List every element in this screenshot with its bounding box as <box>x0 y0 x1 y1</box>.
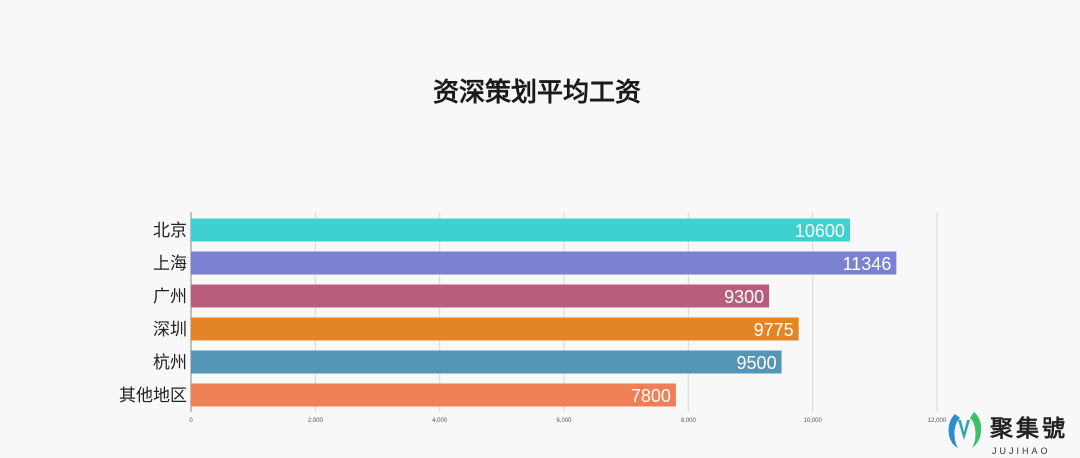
category-label: 北京 <box>153 221 187 241</box>
category-label: 其他地区 <box>119 386 187 406</box>
x-tick-label: 2,000 <box>308 418 324 424</box>
bar <box>191 218 850 242</box>
bar <box>191 317 799 341</box>
value-labels: 10600 11346 9300 9775 9500 7800 <box>631 221 891 406</box>
value-label: 11346 <box>843 254 892 274</box>
bar <box>191 284 770 308</box>
category-label: 广州 <box>153 287 187 307</box>
bar <box>191 383 676 407</box>
logo-emblem-icon <box>948 412 982 448</box>
x-tick-label: 0 <box>189 418 193 424</box>
category-label: 上海 <box>153 254 187 274</box>
grid-lines <box>314 212 938 412</box>
logo-chinese-text: 聚集號 <box>989 415 1068 442</box>
x-tick-label: 10,000 <box>803 418 822 424</box>
value-label: 9775 <box>754 320 794 340</box>
bar <box>191 251 897 275</box>
x-tick-label: 4,000 <box>432 418 448 424</box>
chart-title: 资深策划平均工资 <box>433 77 641 108</box>
value-label: 9500 <box>737 353 777 373</box>
category-label: 杭州 <box>153 353 187 373</box>
x-axis-ticks: 0 2,000 4,000 6,000 8,000 10,000 12,000 <box>189 418 947 424</box>
bars <box>191 218 897 407</box>
value-label: 7800 <box>631 386 671 406</box>
category-label: 深圳 <box>153 320 187 340</box>
jujihao-logo: 聚集號 JUJIHAO <box>948 412 1068 456</box>
value-label: 10600 <box>795 221 845 241</box>
x-tick-label: 8,000 <box>681 418 697 424</box>
x-tick-label: 12,000 <box>928 418 947 424</box>
logo-english-text: JUJIHAO <box>992 446 1051 456</box>
value-label: 9300 <box>724 287 764 307</box>
x-tick-label: 6,000 <box>556 418 572 424</box>
bar <box>191 350 782 374</box>
